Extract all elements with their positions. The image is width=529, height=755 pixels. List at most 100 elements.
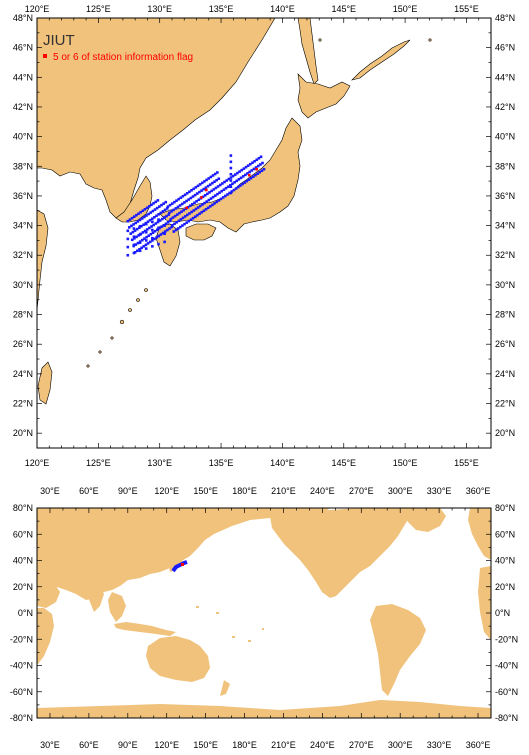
station-marker: [163, 224, 166, 227]
station-marker: [229, 172, 233, 176]
station-marker: [169, 217, 173, 221]
latitude-label: 34°N: [495, 221, 515, 231]
station-marker: [130, 238, 134, 242]
station-marker: [150, 225, 153, 228]
station-marker: [214, 186, 218, 190]
flagged-station-marker: [247, 173, 251, 177]
station-marker: [208, 191, 211, 194]
station-marker: [233, 173, 237, 176]
global-flag-marker: [181, 563, 184, 566]
station-marker: [226, 185, 230, 189]
station-marker: [218, 183, 222, 187]
global-longitude-label: 90°E: [118, 740, 138, 750]
station-marker: [224, 186, 228, 190]
station-marker: [201, 203, 204, 206]
global-latitude-label: 60°N: [495, 529, 515, 539]
station-marker: [182, 208, 186, 212]
station-marker: [126, 219, 130, 223]
latitude-label: 46°N: [495, 43, 515, 53]
global-longitude-label: 270°E: [349, 486, 374, 496]
station-marker: [256, 164, 260, 168]
global-latitude-labels-right: 80°N 60°N 40°N 20°N 0°N -20°N -40°N -60°N -80°N: [495, 503, 518, 723]
station-marker: [192, 209, 196, 212]
station-marker: [156, 220, 160, 224]
station-marker: [143, 215, 146, 219]
station-marker: [134, 243, 138, 246]
station-marker: [156, 199, 160, 202]
station-marker: [230, 190, 234, 193]
latitude-label: 20°N: [13, 428, 33, 438]
station-marker: [157, 213, 160, 216]
latitude-label: 44°N: [495, 72, 515, 82]
station-marker: [235, 179, 239, 183]
station-marker: [139, 210, 142, 214]
station-marker: [144, 239, 148, 242]
station-marker: [205, 200, 208, 203]
station-marker: [255, 158, 259, 162]
station-marker: [145, 214, 148, 217]
station-marker: [144, 222, 148, 226]
station-marker: [173, 222, 176, 226]
station-marker: [210, 189, 213, 193]
station-marker: [236, 185, 240, 189]
arabia: [37, 574, 60, 608]
station-marker: [188, 190, 191, 194]
station-marker: [251, 175, 255, 178]
station-marker: [203, 194, 207, 197]
ryukyu-islands: [86, 38, 432, 368]
station-marker: [211, 203, 214, 207]
longitude-label: 125°E: [86, 458, 111, 468]
station-marker: [222, 188, 226, 192]
station-marker: [133, 237, 136, 240]
station-marker: [198, 183, 202, 186]
station-marker: [138, 233, 142, 236]
station-marker: [246, 164, 250, 167]
longitude-label: 130°E: [147, 4, 172, 14]
global-longitude-label: 300°E: [388, 486, 413, 496]
station-marker: [179, 218, 183, 221]
station-marker: [143, 229, 147, 233]
station-marker: [136, 220, 140, 223]
station-marker: [252, 167, 256, 171]
station-marker: [196, 213, 199, 217]
global-longitude-label: 30°E: [40, 486, 60, 496]
station-marker: [251, 161, 254, 165]
latitude-label: 20°N: [495, 428, 515, 438]
station-marker: [213, 180, 216, 183]
global-latitude-label: -80°N: [495, 713, 518, 723]
station-marker: [250, 169, 254, 172]
station-marker: [215, 178, 218, 182]
global-map-ticks: [36, 507, 492, 719]
station-marker: [128, 218, 132, 221]
station-marker: [157, 218, 160, 221]
station-marker: [234, 187, 238, 190]
station-marker: [148, 226, 151, 230]
station-marker: [215, 200, 219, 204]
station-markers: [126, 154, 266, 257]
station-marker: [174, 228, 178, 232]
global-longitude-label: 180°E: [232, 740, 257, 750]
station-marker: [185, 221, 188, 224]
station-marker: [145, 206, 149, 210]
station-marker: [188, 204, 192, 208]
global-longitude-label: 300°E: [388, 740, 413, 750]
station-marker: [178, 225, 182, 229]
global-longitude-label: 30°E: [40, 740, 60, 750]
station-marker: [207, 177, 211, 180]
station-marker: [159, 211, 163, 215]
longitude-label: 135°E: [209, 458, 234, 468]
station-marker: [196, 206, 200, 209]
global-longitude-label: 210°E: [271, 486, 296, 496]
station-marker: [202, 209, 206, 213]
station-marker: [154, 222, 158, 225]
station-marker: [132, 235, 136, 239]
station-marker: [191, 216, 195, 220]
station-marker: [166, 205, 170, 208]
longitude-labels-bottom: 120°E 125°E 130°E 135°E 140°E 145°E 150°E 155°E: [25, 458, 479, 468]
global-longitude-label: 240°E: [310, 486, 335, 496]
shikoku: [185, 223, 217, 241]
global-longitude-label: 60°E: [79, 740, 99, 750]
station-marker: [231, 174, 235, 178]
station-marker: [189, 196, 193, 200]
station-marker: [196, 184, 200, 188]
